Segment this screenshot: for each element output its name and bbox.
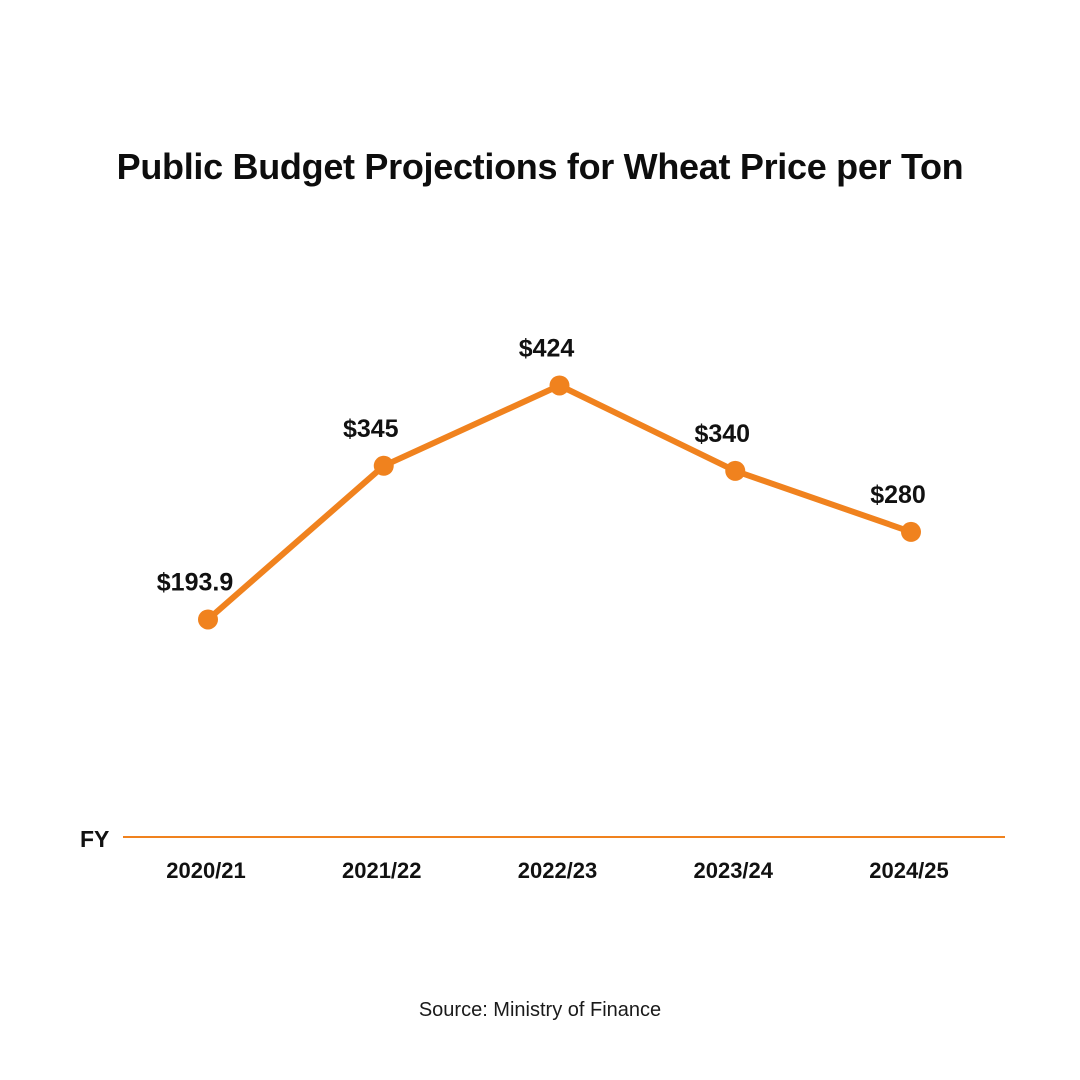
data-label: $424: [519, 334, 575, 362]
data-label: $340: [694, 420, 750, 448]
x-tick-label: 2021/22: [342, 858, 422, 883]
series-group: $193.9 $345 $424 $340 $280: [157, 334, 926, 630]
data-point: [549, 375, 570, 396]
x-tick-label: 2024/25: [869, 858, 949, 883]
x-tick-label: 2023/24: [693, 858, 773, 883]
data-label: $193.9: [157, 568, 233, 596]
x-axis-label: FY: [80, 826, 110, 852]
data-label: $345: [343, 415, 399, 443]
data-point: [725, 460, 746, 481]
data-label: $280: [870, 481, 926, 509]
series-line: [206, 382, 912, 622]
source-note: Source: Ministry of Finance: [418, 999, 662, 1021]
data-point: [901, 521, 921, 542]
x-tick-labels: 2020/21 2021/22 2022/23 2023/24 2024/25: [166, 858, 949, 883]
data-point: [373, 455, 394, 476]
chart-title: Public Budget Projections for Wheat Pric…: [116, 146, 964, 187]
x-tick-label: 2022/23: [518, 858, 598, 883]
x-tick-label: 2020/21: [166, 858, 246, 883]
data-point: [198, 609, 218, 630]
